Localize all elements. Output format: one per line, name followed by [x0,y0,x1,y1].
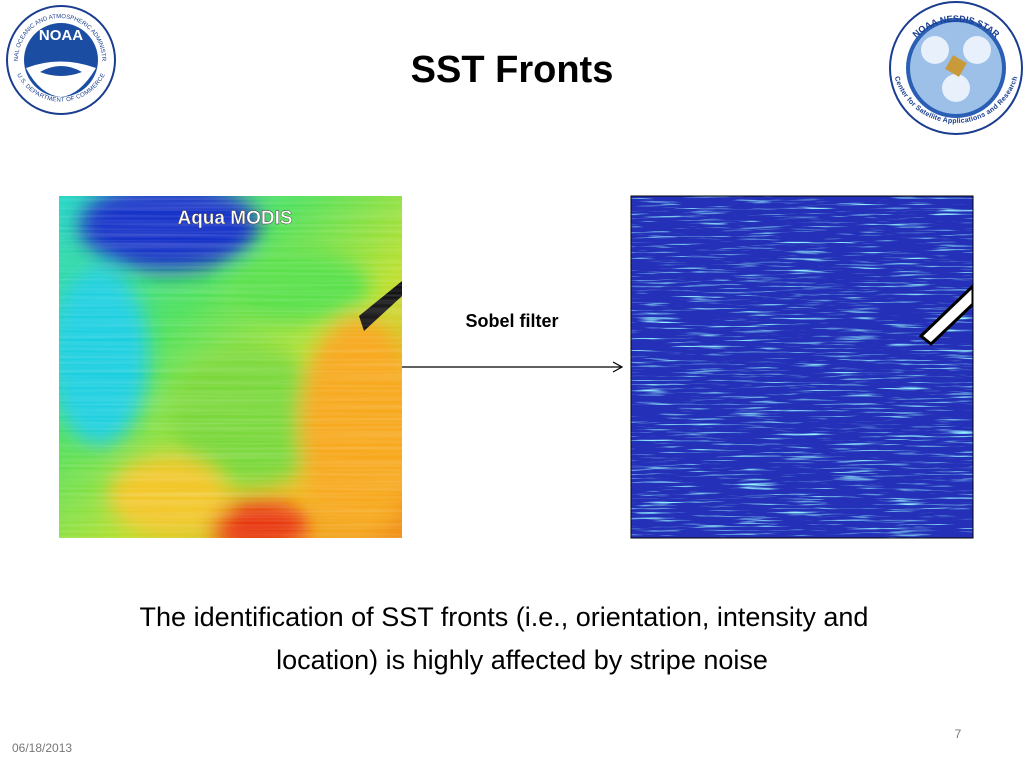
noaa-label: NOAA [39,27,83,44]
arrow: Sobel filter [402,311,624,373]
body-line: location) is highly affected by stripe n… [276,645,768,675]
sst-image-frame [59,196,402,538]
footer-date: 06/18/2013 [12,741,72,755]
star-logo: NOAA NESDIS STAR Center for Satellite Ap… [889,1,1023,135]
noaa-logo: NOAA NATIONAL OCEANIC AND ATMOSPHERIC AD… [0,0,116,115]
body-line: The identification of SST fronts (i.e., … [140,602,869,632]
sobel-image [630,195,974,539]
slide-title: SST Fronts [411,49,614,91]
arrow-label: Sobel filter [465,311,558,331]
sst-image: Aqua MODIS [59,196,402,538]
image-caption: Aqua MODIS [177,208,292,229]
page-number: 7 [955,727,962,741]
sobel-image-frame [631,196,973,538]
